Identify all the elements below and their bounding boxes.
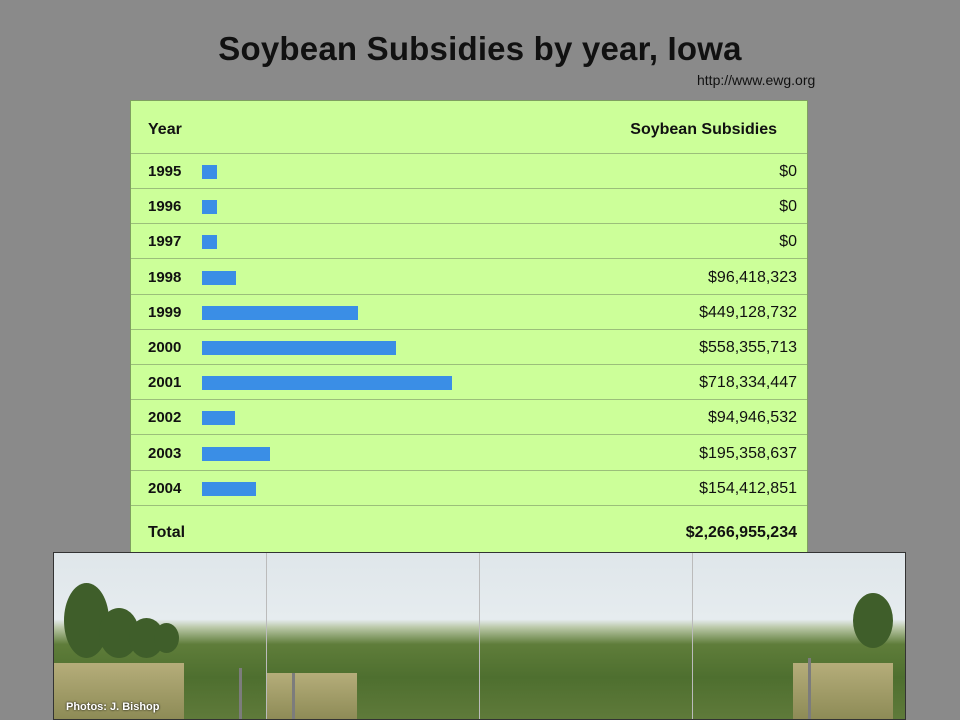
row-year: 1996: [148, 198, 182, 216]
field-photo-3: [480, 553, 693, 719]
subsidy-table: Year Soybean Subsidies Total $2,266,955,…: [130, 100, 808, 560]
subsidy-bar: [202, 481, 256, 496]
subsidy-bar: [202, 270, 236, 285]
row-value: $718,334,447: [699, 374, 797, 392]
row-year: 2002: [148, 409, 182, 427]
subsidy-bar: [202, 235, 217, 250]
table-row: 1998 $96,418,323: [131, 260, 807, 295]
page-title: Soybean Subsidies by year, Iowa: [218, 30, 742, 67]
row-value: $195,358,637: [699, 444, 797, 462]
row-year: 1999: [148, 303, 182, 321]
subsidy-bar: [202, 446, 270, 461]
row-year: 1998: [148, 268, 182, 286]
total-label: Total: [148, 524, 186, 541]
photo-credit: Photos: J. Bishop: [66, 701, 160, 713]
row-value: $558,355,713: [699, 339, 797, 356]
subsidy-bar: [202, 200, 217, 215]
table-row: 2004 $154,412,851: [131, 471, 807, 506]
table-row: 1995 $0: [131, 154, 807, 189]
field-photo-2: [267, 553, 480, 719]
table-row: 1999 $449,128,732: [131, 295, 807, 330]
row-year: 2000: [148, 339, 182, 356]
table-row: 2003 $195,358,637: [131, 436, 807, 471]
table-row: 1996 $0: [131, 189, 807, 225]
total-value: $2,266,955,234: [685, 524, 797, 541]
subsidy-bar: [202, 165, 217, 179]
subsidy-bar: [202, 376, 452, 391]
row-value: $154,412,851: [699, 479, 797, 497]
header-year: Year: [148, 121, 182, 138]
subsidy-bar: [202, 411, 236, 426]
photo-strip: Photos: J. Bishop: [53, 552, 906, 720]
row-value: $94,946,532: [708, 409, 797, 427]
total-row: Total $2,266,955,234: [131, 506, 807, 560]
subsidy-bar: [202, 341, 397, 355]
row-year: 2003: [148, 444, 182, 462]
row-value: $0: [779, 163, 797, 180]
source-url: http://www.ewg.org: [697, 72, 816, 88]
row-value: $96,418,323: [708, 268, 797, 286]
table-row: 2001 $718,334,447: [131, 365, 807, 401]
header-subsidies: Soybean Subsidies: [630, 121, 777, 138]
row-value: $0: [779, 233, 797, 251]
row-year: 1995: [148, 163, 182, 180]
row-year: 1997: [148, 233, 182, 251]
row-year: 2004: [148, 479, 182, 497]
table-row: 2000 $558,355,713: [131, 330, 807, 365]
table-row: 1997 $0: [131, 224, 807, 260]
row-value: $0: [779, 198, 797, 216]
row-year: 2001: [148, 374, 182, 392]
subsidy-bar: [202, 305, 359, 320]
row-value: $449,128,732: [699, 303, 797, 321]
table-header: Year Soybean Subsidies: [131, 101, 807, 154]
table-row: 2002 $94,946,532: [131, 400, 807, 436]
field-photo-4: [693, 553, 905, 719]
field-photo-1: Photos: J. Bishop: [54, 553, 267, 719]
